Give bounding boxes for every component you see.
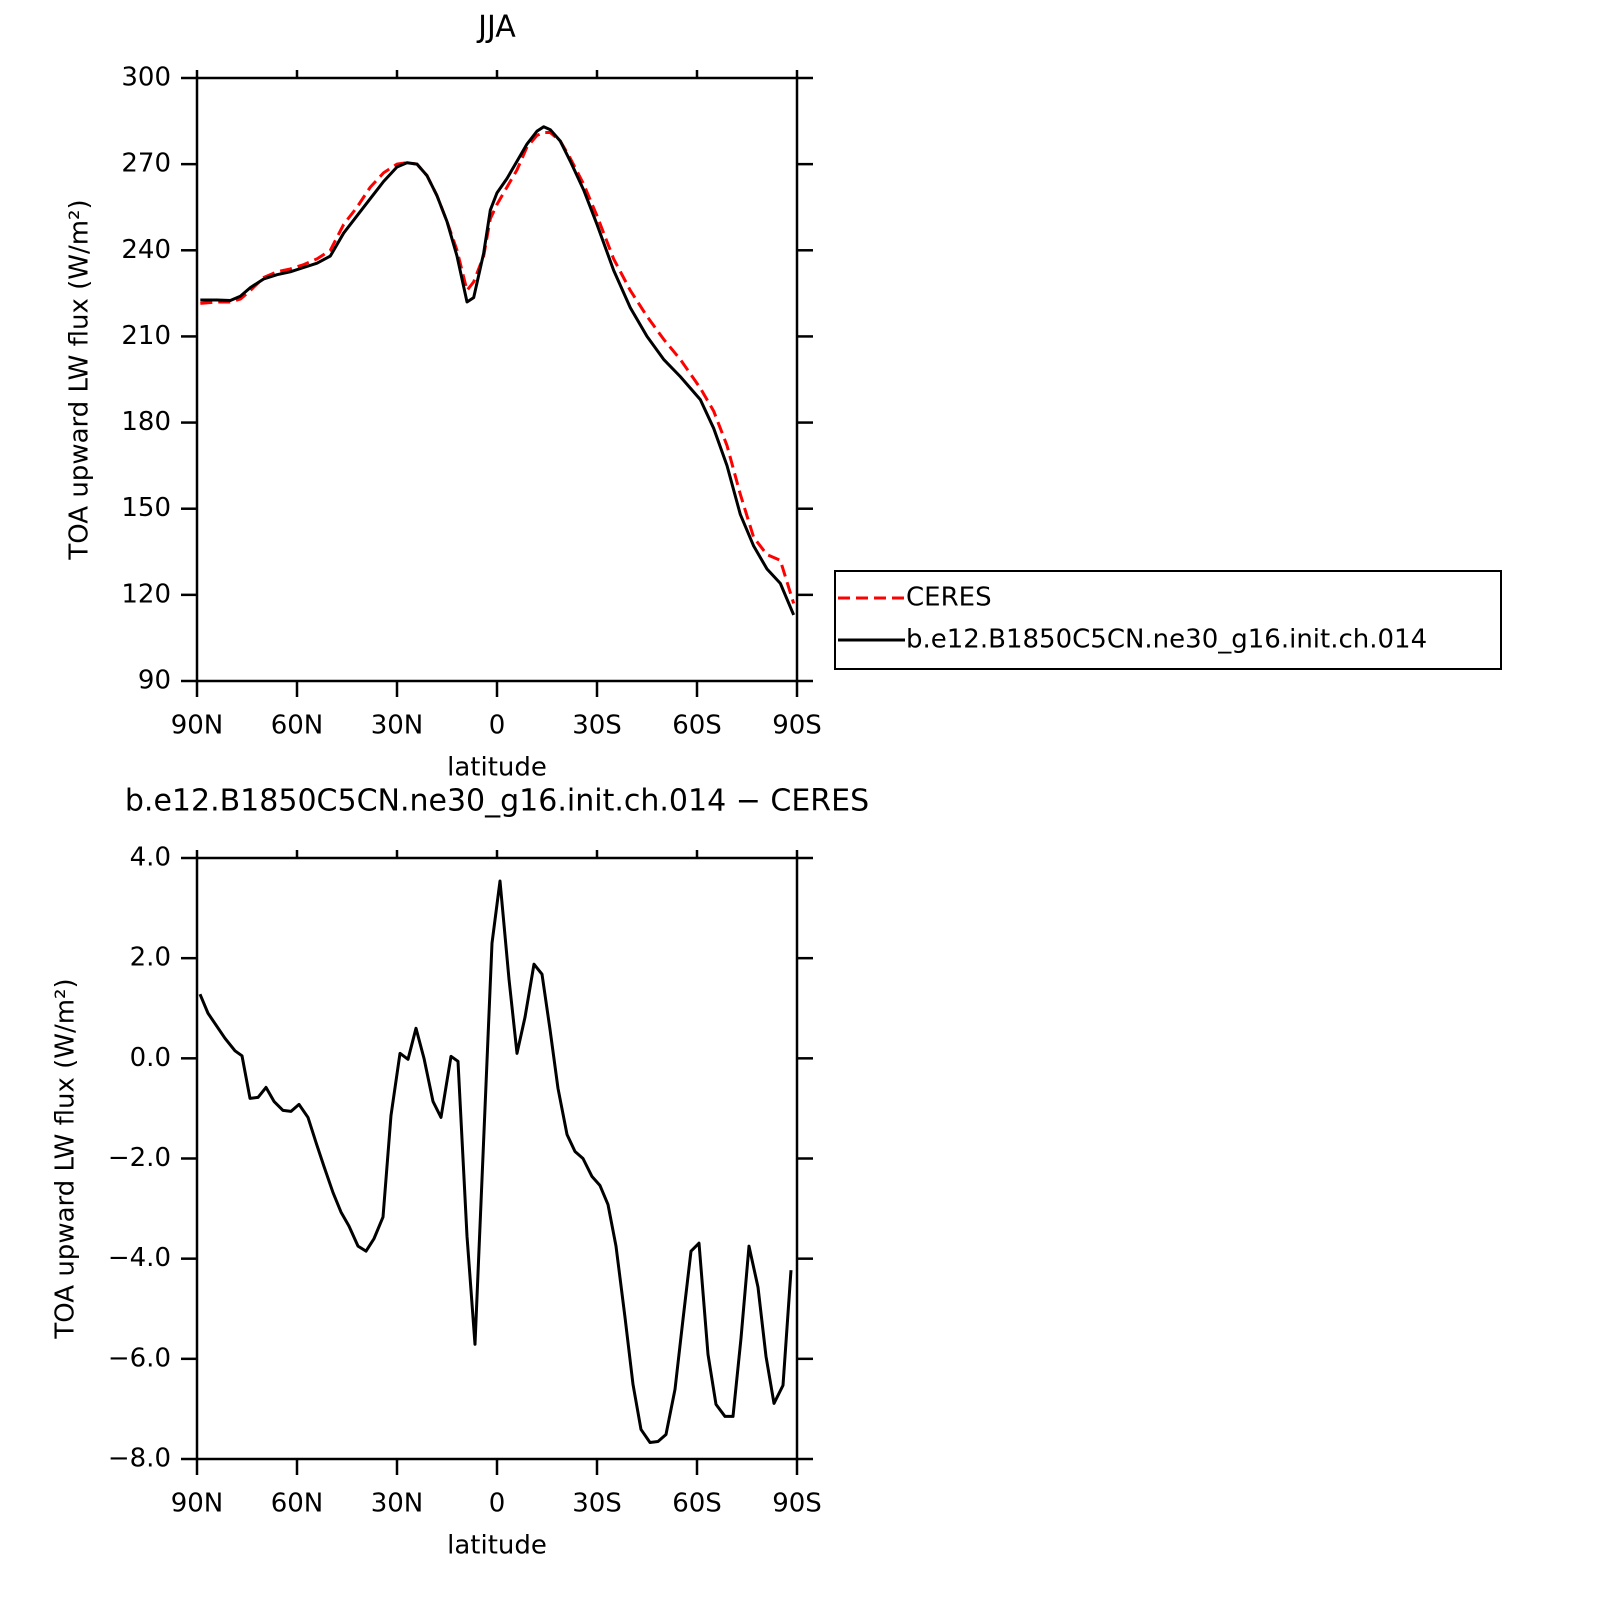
x-tick-label: 30N: [371, 1489, 424, 1519]
y-tick-label: 210: [121, 321, 171, 351]
legend-label: b.e12.B1850C5CN.ne30_g16.init.ch.014: [906, 625, 1427, 655]
chart-title: b.e12.B1850C5CN.ne30_g16.init.ch.014 − C…: [125, 784, 869, 819]
data-line: [200, 125, 796, 616]
plot-frame: [195, 856, 799, 1461]
x-tick-label: 60S: [672, 1489, 722, 1519]
y-axis-label: TOA upward LW flux (W/m²): [65, 199, 95, 560]
y-tick-label: 270: [121, 149, 171, 179]
x-tick-label: 0: [489, 711, 506, 741]
x-tick-label: 90S: [772, 1489, 822, 1519]
legend: CERES b.e12.B1850C5CN.ne30_g16.init.ch.01…: [834, 570, 1502, 670]
x-axis-label: latitude: [447, 753, 547, 783]
x-tick-label: 60N: [271, 711, 324, 741]
x-tick-label: 90N: [171, 1489, 224, 1519]
x-tick-label: 60S: [672, 711, 722, 741]
y-tick-label: 300: [121, 63, 171, 93]
legend-box: [834, 570, 1502, 670]
x-tick-label: 0: [489, 1489, 506, 1519]
y-tick-label: 150: [121, 493, 171, 523]
x-tick-label: 60N: [271, 1489, 324, 1519]
y-tick-label: 90: [138, 666, 171, 696]
x-tick-label: 30S: [572, 1489, 622, 1519]
x-tick-label: 30S: [572, 711, 622, 741]
x-axis-label: latitude: [447, 1531, 547, 1561]
y-tick-label: 0.0: [130, 1043, 171, 1073]
y-tick-label: 4.0: [130, 843, 171, 873]
plot-frame: [195, 76, 799, 683]
y-tick-label: −2.0: [108, 1143, 171, 1173]
y-tick-label: 120: [121, 579, 171, 609]
y-tick-label: 180: [121, 407, 171, 437]
legend-label: CERES: [906, 583, 992, 613]
y-tick-label: −8.0: [108, 1444, 171, 1474]
y-tick-label: 240: [121, 235, 171, 265]
x-tick-label: 30N: [371, 711, 424, 741]
y-tick-label: 2.0: [130, 943, 171, 973]
data-line: [198, 879, 793, 1444]
y-axis-label: TOA upward LW flux (W/m²): [51, 978, 81, 1339]
chart-title: JJA: [476, 10, 516, 45]
y-tick-label: −4.0: [108, 1243, 171, 1273]
y-tick-label: −6.0: [108, 1343, 171, 1373]
data-line: [200, 131, 796, 604]
x-tick-label: 90S: [772, 711, 822, 741]
x-tick-label: 90N: [171, 711, 224, 741]
